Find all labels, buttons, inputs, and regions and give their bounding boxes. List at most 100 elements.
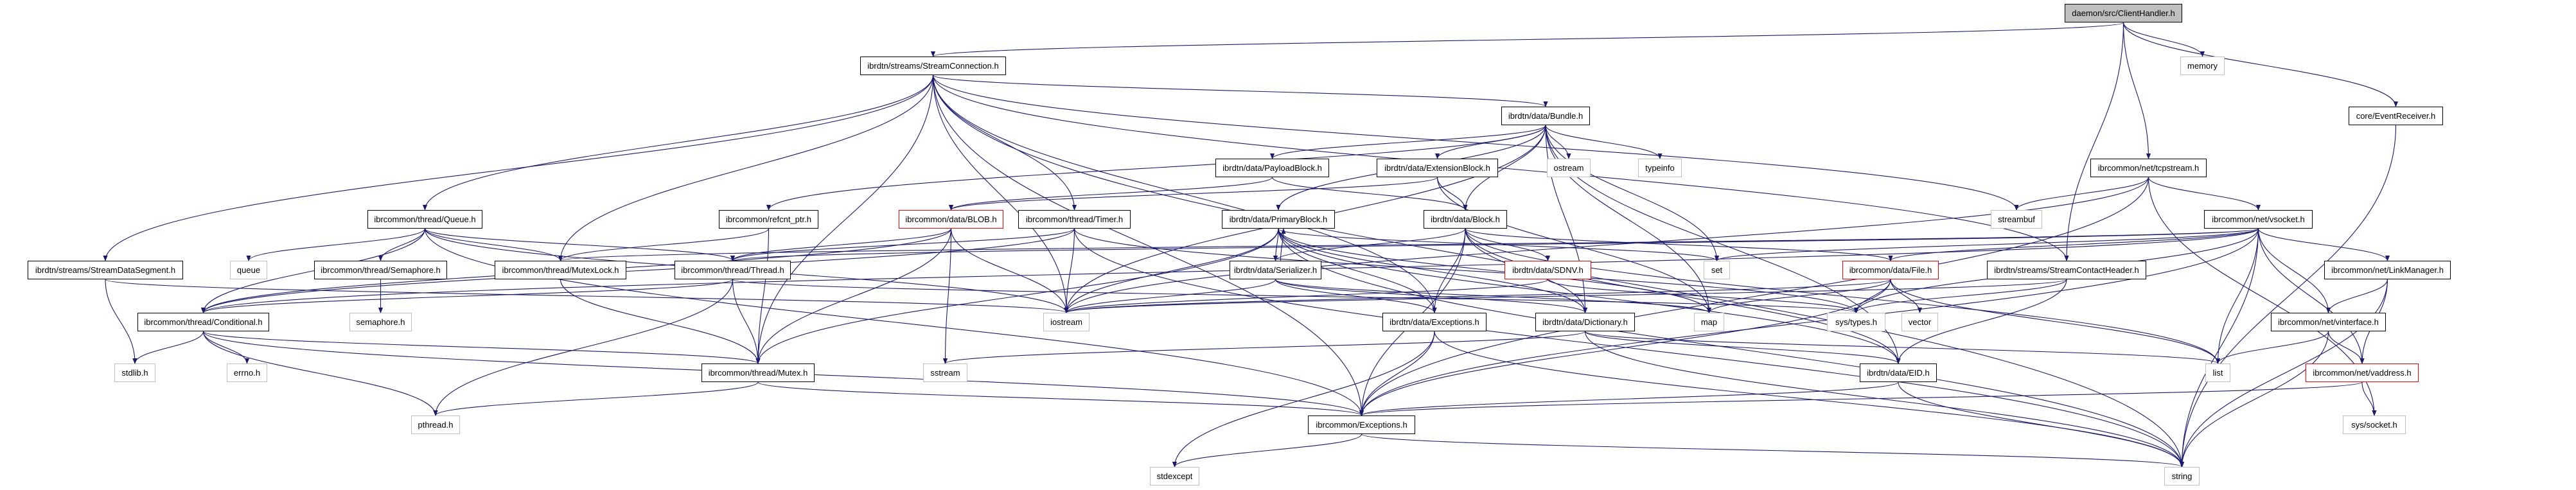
- node-label: typeinfo: [1645, 163, 1675, 173]
- node-label: iostream: [1050, 317, 1082, 327]
- edge-thread-to-mutex: [732, 279, 761, 364]
- node-label: queue: [236, 265, 261, 275]
- node-sys-types-h: sys/types.h: [1827, 313, 1885, 331]
- node-ibrdtn-streams-streamconnection-h[interactable]: ibrdtn/streams/StreamConnection.h: [860, 57, 1006, 75]
- edge-dataexceptions-to-stdexcept: [1172, 331, 1435, 468]
- edge-file-to-iostream: [1064, 279, 1891, 313]
- edge-queue-to-thread: [424, 228, 735, 261]
- edge-streamconnection-to-exceptions: [932, 74, 1364, 416]
- node-label: ibrdtn/data/EID.h: [1867, 368, 1930, 378]
- node-ibrdtn-data-bundle-h[interactable]: ibrdtn/data/Bundle.h: [1501, 107, 1590, 125]
- node-map: map: [1694, 313, 1724, 331]
- node-core-eventreceiver-h[interactable]: core/EventReceiver.h: [2349, 107, 2443, 125]
- edge-block-to-file: [1465, 228, 1893, 261]
- edge-bundle-to-refcnt: [766, 125, 1546, 211]
- node-label: ibrcommon/net/vinterface.h: [2278, 317, 2379, 327]
- edge-vsocket-to-vaddress: [2257, 228, 2365, 364]
- edge-tcpstream-to-exceptions: [1359, 177, 2149, 416]
- edge-streamconnection-to-streamdatasegment: [103, 74, 934, 261]
- edge-bundle-to-dictionary: [1545, 125, 1588, 313]
- edge-conditional-to-mutex: [202, 331, 761, 364]
- edge-blob-to-mutex: [755, 228, 952, 364]
- node-label: sys/types.h: [1835, 317, 1878, 327]
- node-ibrcommon-net-linkmanager-h[interactable]: ibrcommon/net/LinkManager.h: [2324, 261, 2451, 279]
- edge-queue-to-exceptions: [424, 228, 1364, 416]
- edge-primaryblock-to-mutex: [755, 228, 1279, 364]
- edge-dictionary-to-sstream: [943, 331, 1586, 364]
- node-ibrcommon-thread-conditional-h[interactable]: ibrcommon/thread/Conditional.h: [137, 313, 269, 331]
- edge-linkmanager-to-string: [2179, 279, 2388, 468]
- edge-clienthandler-to-streamcontactheader: [2064, 22, 2124, 261]
- node-ibrcommon-data-blob-h[interactable]: ibrcommon/data/BLOB.h: [899, 210, 1003, 229]
- node-ibrcommon-exceptions-h[interactable]: ibrcommon/Exceptions.h: [1308, 416, 1415, 434]
- node-ibrcommon-net-vaddress-h[interactable]: ibrcommon/net/vaddress.h: [2306, 363, 2419, 382]
- node-ibrdtn-data-payloadblock-h[interactable]: ibrdtn/data/PayloadBlock.h: [1215, 159, 1329, 177]
- node-label: ibrcommon/thread/MutexLock.h: [502, 265, 619, 275]
- edge-vsocket-to-set: [1715, 228, 2259, 261]
- node-label: ibrcommon/net/tcpstream.h: [2097, 163, 2200, 173]
- node-label: daemon/src/ClientHandler.h: [2072, 8, 2175, 18]
- node-label: ibrcommon/data/BLOB.h: [905, 214, 997, 224]
- node-ibrdtn-streams-streamcontactheader-h[interactable]: ibrdtn/streams/StreamContactHeader.h: [1987, 261, 2146, 279]
- node-daemon-src-clienthandler-h[interactable]: daemon/src/ClientHandler.h: [2065, 4, 2182, 22]
- node-ibrdtn-data-dictionary-h[interactable]: ibrdtn/data/Dictionary.h: [1535, 313, 1635, 331]
- edge-file-to-exceptions: [1359, 279, 1891, 416]
- edge-vsocket-to-linkmanager: [2257, 228, 2390, 261]
- edge-tcpstream-to-vsocket: [2148, 177, 2261, 211]
- node-label: ibrcommon/thread/Semaphore.h: [321, 265, 441, 275]
- edge-dictionary-to-string: [1584, 331, 2185, 468]
- node-typeinfo: typeinfo: [1638, 159, 1682, 177]
- node-ibrcommon-thread-queue-h[interactable]: ibrcommon/thread/Queue.h: [367, 210, 482, 229]
- edge-clienthandler-to-streamconnection: [931, 22, 2124, 57]
- edge-extensionblock-to-block: [1436, 177, 1468, 211]
- node-ibrcommon-thread-thread-h[interactable]: ibrcommon/thread/Thread.h: [675, 261, 791, 279]
- node-stdlib-h: stdlib.h: [114, 363, 155, 382]
- edge-block-to-dataexceptions: [1432, 228, 1466, 313]
- node-ibrdtn-data-exceptions-h[interactable]: ibrdtn/data/Exceptions.h: [1382, 313, 1486, 331]
- edge-tcpstream-to-streambuf: [2014, 177, 2149, 211]
- edge-mutex-to-exceptions: [757, 381, 1364, 416]
- edge-streamconnection-to-mutexlock: [558, 74, 934, 261]
- node-label: ibrcommon/Exceptions.h: [1316, 420, 1407, 430]
- node-ibrdtn-data-serializer-h[interactable]: ibrdtn/data/Serializer.h: [1230, 261, 1321, 279]
- edge-exceptions-to-string: [1361, 433, 2184, 468]
- node-ibrdtn-streams-streamdatasegment-h[interactable]: ibrdtn/streams/StreamDataSegment.h: [28, 261, 183, 279]
- node-ibrcommon-net-tcpstream-h[interactable]: ibrcommon/net/tcpstream.h: [2090, 159, 2207, 177]
- edge-streamcontactheader-to-systypes: [1854, 279, 2067, 313]
- node-ibrcommon-thread-mutexlock-h[interactable]: ibrcommon/thread/MutexLock.h: [495, 261, 626, 279]
- edge-queue-to-queue: [246, 228, 426, 261]
- node-label: ibrdtn/data/PrimaryBlock.h: [1229, 214, 1328, 224]
- edge-serializer-to-iostream: [1064, 279, 1276, 313]
- node-ibrcommon-data-file-h[interactable]: ibrcommon/data/File.h: [1842, 261, 1939, 279]
- node-ibrcommon-thread-semaphore-h[interactable]: ibrcommon/thread/Semaphore.h: [314, 261, 447, 279]
- node-label: list: [2212, 368, 2223, 378]
- node-label: map: [1700, 317, 1718, 327]
- node-label: ostream: [1553, 163, 1584, 173]
- node-label: ibrcommon/net/vaddress.h: [2313, 368, 2412, 378]
- edge-streamdatasegment-to-iostream: [105, 279, 1069, 313]
- node-ibrdtn-data-extensionblock-h[interactable]: ibrdtn/data/ExtensionBlock.h: [1377, 159, 1498, 177]
- edge-clienthandler-to-tcpstream: [2122, 22, 2151, 159]
- edge-serializer-to-dataexceptions: [1275, 279, 1437, 313]
- edge-clienthandler-to-memory: [2122, 22, 2205, 57]
- node-ibrcommon-thread-mutex-h[interactable]: ibrcommon/thread/Mutex.h: [701, 363, 815, 382]
- edge-serializer-to-dictionary: [1275, 279, 1587, 313]
- edge-bundle-to-ostream: [1545, 125, 1571, 159]
- node-label: ibrdtn/streams/StreamContactHeader.h: [1994, 265, 2139, 275]
- node-ibrdtn-data-primaryblock-h[interactable]: ibrdtn/data/PrimaryBlock.h: [1222, 210, 1335, 229]
- edge-payloadblock-to-blob: [949, 177, 1273, 211]
- node-ibrdtn-data-eid-h[interactable]: ibrdtn/data/EID.h: [1860, 363, 1937, 382]
- node-ibrcommon-net-vinterface-h[interactable]: ibrcommon/net/vinterface.h: [2271, 313, 2386, 331]
- node-ibrcommon-refcnt-ptr-h[interactable]: ibrcommon/refcnt_ptr.h: [719, 210, 818, 229]
- node-ibrcommon-thread-timer-h[interactable]: ibrcommon/thread/Timer.h: [1018, 210, 1131, 229]
- edge-bundle-to-set: [1545, 125, 1720, 261]
- node-ibrdtn-data-sdnv-h[interactable]: ibrdtn/data/SDNV.h: [1504, 261, 1591, 279]
- edge-primaryblock-to-dictionary: [1278, 228, 1588, 313]
- node-ibrdtn-data-block-h[interactable]: ibrdtn/data/Block.h: [1424, 210, 1507, 229]
- node-ibrcommon-net-vsocket-h[interactable]: ibrcommon/net/vsocket.h: [2204, 210, 2313, 229]
- node-label: ibrdtn/data/Exceptions.h: [1389, 317, 1479, 327]
- edge-bundle-to-typeinfo: [1545, 125, 1663, 159]
- edge-vsocket-to-string: [2179, 228, 2259, 468]
- edge-vsocket-to-exceptions: [1359, 228, 2259, 416]
- node-semaphore-h: semaphore.h: [349, 313, 412, 331]
